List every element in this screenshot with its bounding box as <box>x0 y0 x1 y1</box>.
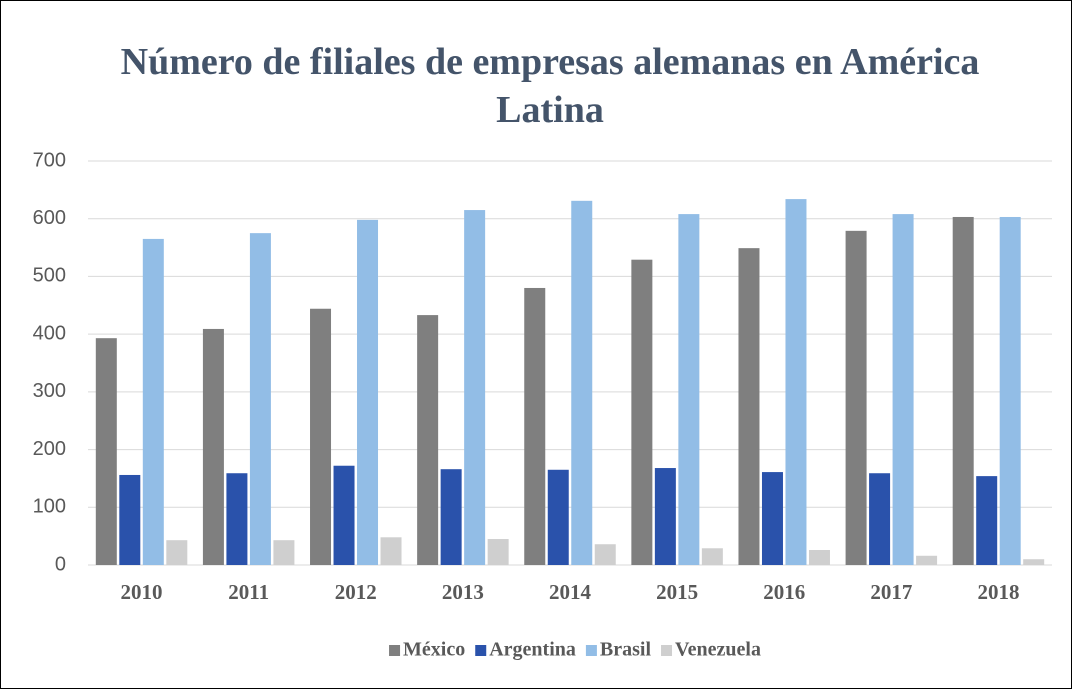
bar <box>380 537 402 565</box>
y-tick-label: 700 <box>33 149 66 171</box>
bar <box>310 308 332 565</box>
x-tick-label: 2014 <box>549 580 592 604</box>
bar <box>202 328 224 565</box>
bar <box>95 338 117 565</box>
x-tick-label: 2016 <box>763 580 805 604</box>
y-tick-label: 0 <box>55 553 66 575</box>
bar <box>487 539 509 565</box>
bar <box>892 214 914 565</box>
bar <box>678 214 700 565</box>
bar <box>701 548 723 565</box>
y-tick-label: 100 <box>33 496 66 518</box>
legend-swatch <box>661 645 673 656</box>
bar <box>952 216 974 566</box>
x-tick-label: 2018 <box>977 580 1019 604</box>
bar <box>631 259 653 565</box>
x-tick-label: 2015 <box>656 580 698 604</box>
bar <box>916 555 938 565</box>
legend-swatch <box>475 645 487 656</box>
x-tick-label: 2012 <box>335 580 377 604</box>
y-tick-label: 600 <box>33 207 66 229</box>
x-tick-label: 2010 <box>121 580 163 604</box>
bar <box>119 474 141 565</box>
legend-swatch <box>389 645 401 656</box>
bar <box>845 230 867 565</box>
legend-label: Brasil <box>600 639 652 661</box>
chart-title: Número de filiales de empresas alemanas … <box>120 41 980 131</box>
x-tick-label: 2017 <box>870 580 912 604</box>
bar <box>976 476 998 565</box>
y-tick-label: 300 <box>33 380 66 402</box>
bar <box>808 549 830 565</box>
x-tick-label: 2013 <box>442 580 484 604</box>
y-tick-label: 200 <box>33 438 66 460</box>
bar <box>547 469 569 565</box>
bar <box>999 216 1021 566</box>
legend-label: Argentina <box>489 639 576 661</box>
legend-label: Venezuela <box>675 639 761 661</box>
bar <box>142 238 164 565</box>
bar <box>654 468 676 565</box>
legend-label: México <box>403 639 465 661</box>
x-tick-label: 2011 <box>228 580 269 604</box>
bar <box>357 219 379 565</box>
bar <box>594 544 616 565</box>
bar <box>166 540 188 565</box>
bar <box>273 540 295 565</box>
bar <box>440 469 462 565</box>
bar <box>464 210 486 566</box>
bar <box>524 287 546 565</box>
bar <box>785 199 807 565</box>
bar <box>571 200 593 565</box>
bar <box>226 473 248 565</box>
legend-swatch <box>585 645 597 656</box>
bar <box>738 248 760 566</box>
bar <box>249 233 271 565</box>
y-tick-label: 500 <box>33 265 66 287</box>
y-tick-label: 400 <box>33 322 66 344</box>
bar <box>417 315 439 565</box>
bar <box>333 465 355 565</box>
bar <box>761 472 783 565</box>
bar <box>869 473 891 565</box>
bar <box>1023 559 1045 565</box>
